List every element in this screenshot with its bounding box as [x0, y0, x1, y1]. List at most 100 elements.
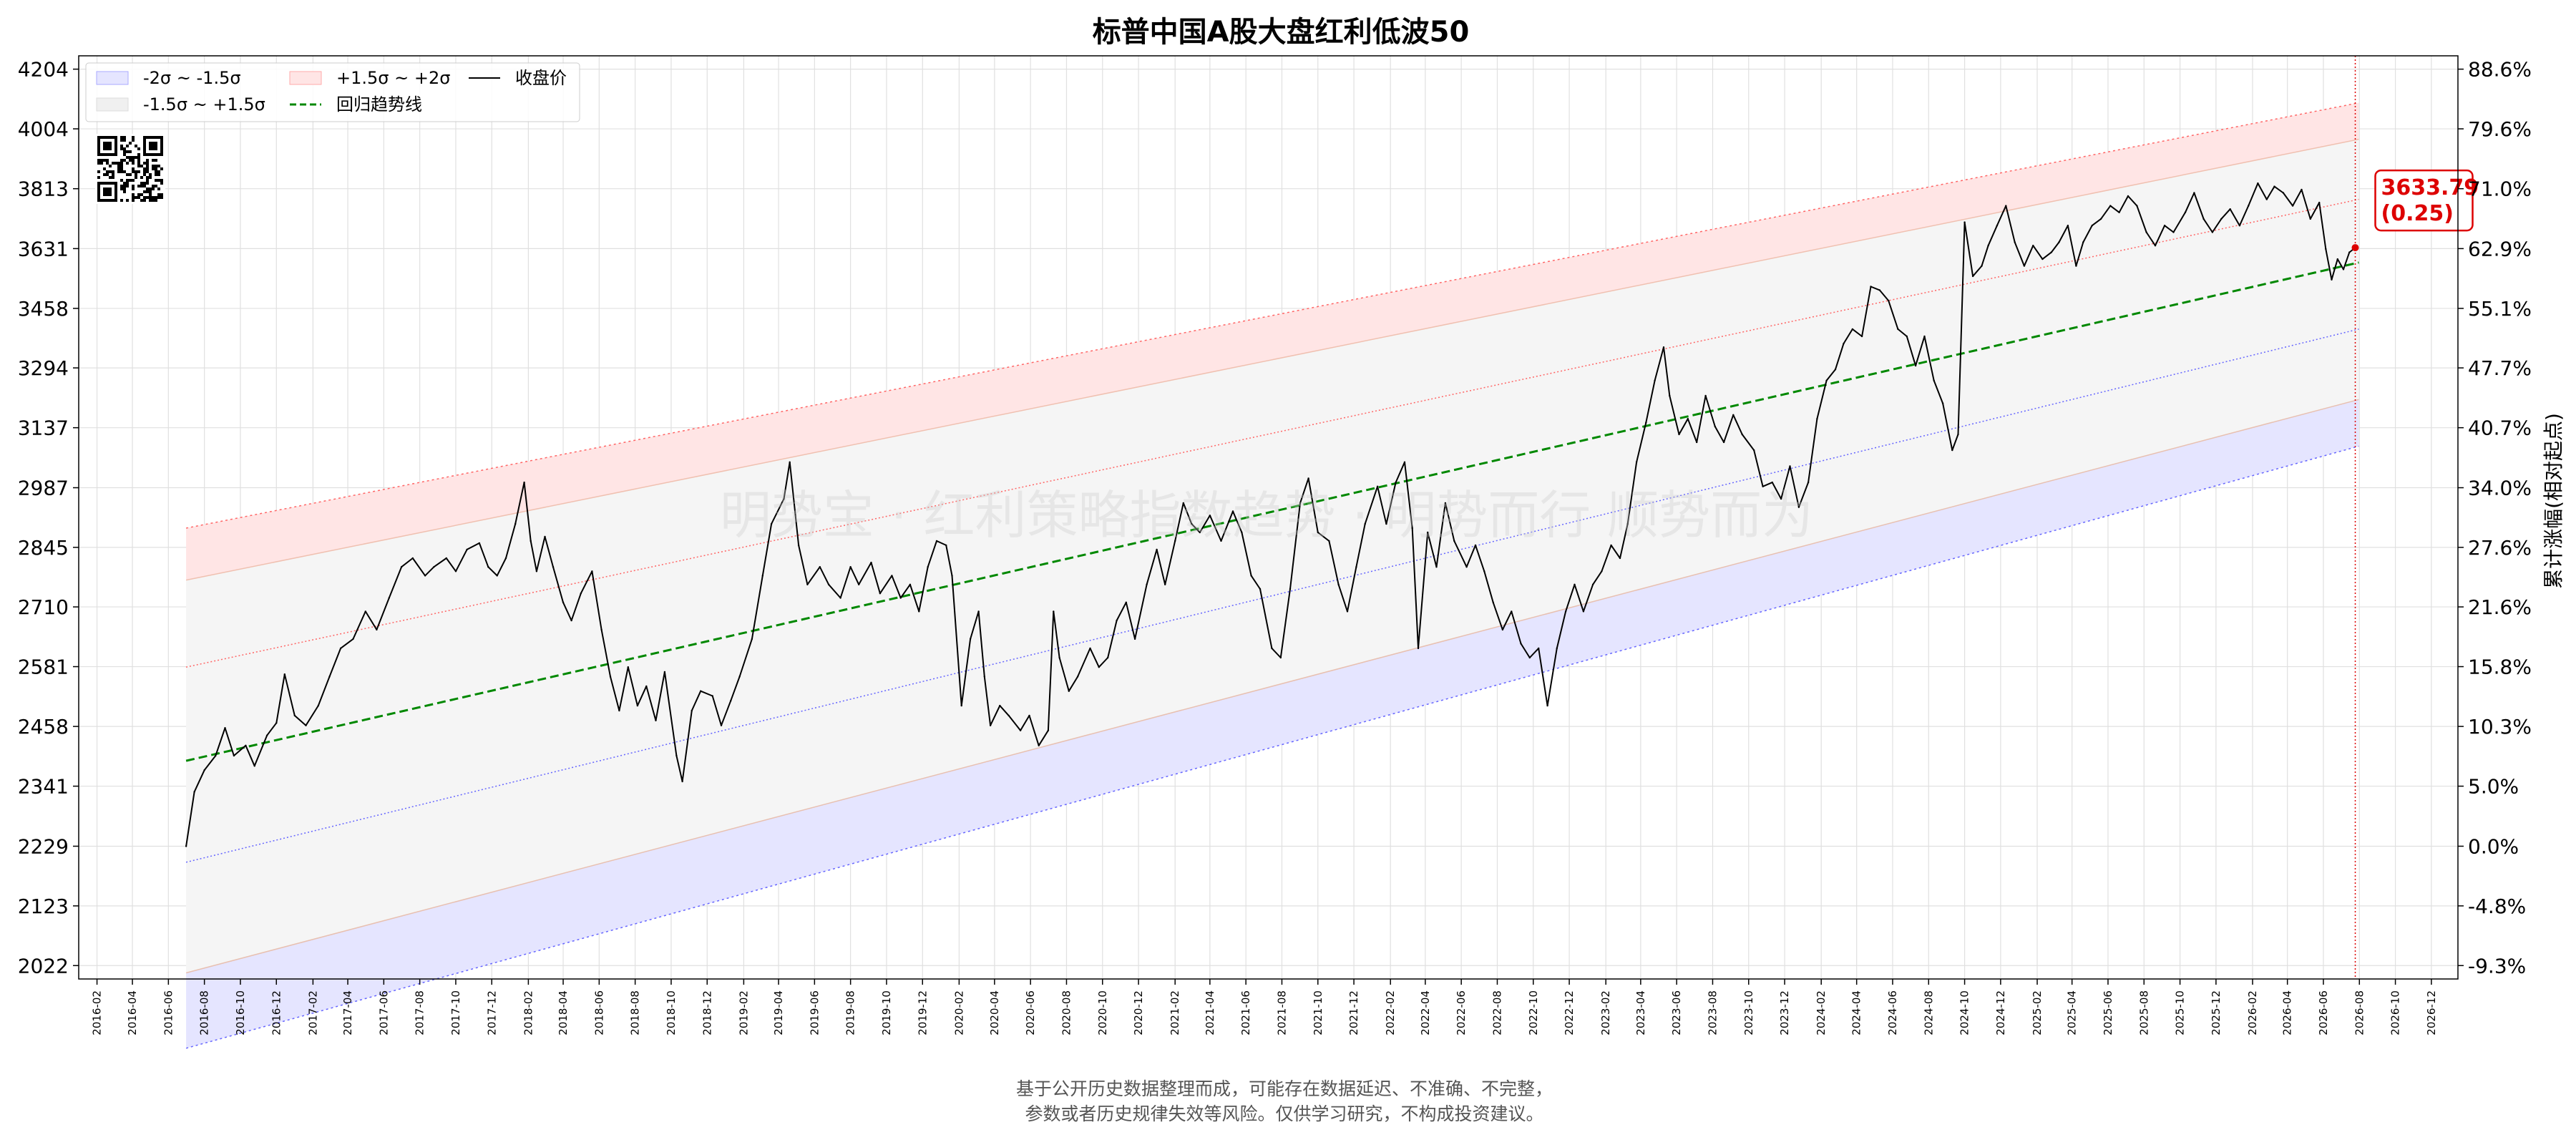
qr-module: [137, 193, 140, 196]
y-tick-label: 2341: [18, 775, 69, 799]
x-tick-label: 2023-10: [1742, 990, 1755, 1036]
qr-module: [117, 167, 120, 170]
close-point: [1807, 481, 1810, 484]
y-tick-label-right: -4.8%: [2468, 895, 2526, 918]
close-point: [1825, 379, 1828, 381]
close-point: [1241, 531, 1243, 534]
x-tick-label: 2017-06: [377, 990, 390, 1036]
close-point: [1556, 647, 1558, 650]
x-tick-label: 2016-12: [270, 990, 283, 1036]
close-point: [1453, 540, 1455, 542]
qr-module: [152, 199, 155, 202]
close-point: [720, 724, 723, 726]
close-point: [627, 666, 629, 668]
close-point: [1299, 502, 1302, 505]
qr-module: [120, 187, 123, 190]
close-point: [2211, 231, 2214, 233]
qr-module: [135, 173, 137, 176]
y-tick-label-right: 0.0%: [2468, 834, 2519, 858]
x-tick-label: 2024-02: [1815, 990, 1828, 1036]
y-tick-label: 3458: [18, 297, 69, 321]
x-tick-label: 2022-06: [1455, 990, 1468, 1036]
y-tick-label: 2845: [18, 536, 69, 560]
close-point: [2331, 278, 2333, 281]
close-point: [2041, 258, 2044, 260]
x-tick-label: 2021-10: [1312, 990, 1324, 1036]
close-point: [454, 570, 457, 572]
close-point: [466, 548, 468, 551]
close-point: [977, 610, 980, 613]
close-point: [1474, 544, 1477, 547]
close-point: [797, 544, 800, 547]
close-point: [1963, 221, 1966, 223]
close-point: [1797, 506, 1800, 508]
qr-module: [143, 185, 146, 187]
qr-module: [155, 185, 157, 187]
qr-module: [123, 185, 126, 187]
qr-module: [146, 167, 149, 170]
footer-line-1: 基于公开历史数据整理而成，可能存在数据延迟、不准确、不完整，: [1016, 1078, 1553, 1099]
qr-module: [123, 190, 126, 193]
qr-module: [132, 156, 135, 159]
qr-module: [157, 173, 160, 176]
close-point: [1722, 441, 1725, 444]
close-point: [2127, 195, 2129, 198]
close-point: [1465, 566, 1468, 568]
x-tick-label: 2023-08: [1706, 990, 1719, 1036]
close-point: [983, 676, 986, 678]
x-tick-label: 2018-02: [522, 990, 535, 1036]
close-point: [918, 610, 920, 613]
close-point: [1987, 245, 1989, 247]
qr-module: [146, 196, 149, 199]
close-point: [2282, 192, 2285, 194]
qr-module: [126, 182, 129, 185]
close-point: [352, 638, 354, 640]
qr-module: [132, 193, 135, 196]
qr-module: [137, 185, 140, 187]
close-point: [711, 695, 713, 697]
close-point: [700, 690, 702, 692]
close-point: [989, 724, 992, 726]
close-point: [2257, 182, 2259, 185]
legend-label-trend: 回归趋势线: [336, 94, 422, 114]
close-point: [891, 575, 893, 577]
annotation-value: 3633.79: [2381, 175, 2479, 200]
close-point: [1771, 481, 1773, 484]
close-point: [1696, 441, 1698, 444]
close-point: [870, 561, 872, 564]
qr-module: [114, 162, 117, 165]
close-point: [2050, 251, 2052, 253]
close-point: [339, 647, 342, 650]
qr-module: [129, 142, 132, 145]
legend-label-close: 收盘价: [515, 68, 567, 88]
close-point: [751, 638, 753, 640]
qr-module: [149, 187, 152, 190]
y-tick-label: 2710: [18, 595, 69, 619]
close-point: [2032, 245, 2034, 247]
close-point: [1626, 522, 1629, 525]
close-point: [1574, 583, 1576, 585]
qr-module: [140, 165, 143, 167]
qr-module: [126, 162, 129, 165]
close-point: [496, 575, 498, 577]
close-point: [1981, 265, 1983, 267]
x-tick-label: 2020-06: [1024, 990, 1037, 1036]
qr-module: [123, 136, 126, 139]
sigma-line-plus-2: [185, 102, 2359, 529]
y-tick-label-right: 40.7%: [2468, 416, 2532, 440]
close-point: [761, 575, 764, 577]
close-point: [1098, 666, 1101, 668]
y-tick-label-right: 71.0%: [2468, 177, 2532, 201]
y-axis-right: -9.3% -4.8% 0.0% 5.0% 10.3% 15.8% 21.6% 27.6% 34…: [2458, 58, 2532, 978]
qr-finder-core: [149, 142, 157, 150]
close-point: [1199, 531, 1201, 534]
x-tick-label: 2025-02: [2031, 990, 2044, 1036]
qr-module: [129, 173, 132, 176]
close-point: [224, 727, 226, 729]
qr-module: [149, 190, 152, 193]
close-point: [1164, 583, 1166, 585]
qr-module: [140, 176, 143, 179]
footer-line-2: 参数或者历史规律失效等风险。仅供学习研究，不构成投资建议。: [1025, 1103, 1543, 1124]
qr-finder-core: [103, 187, 112, 196]
close-point: [1089, 647, 1091, 650]
